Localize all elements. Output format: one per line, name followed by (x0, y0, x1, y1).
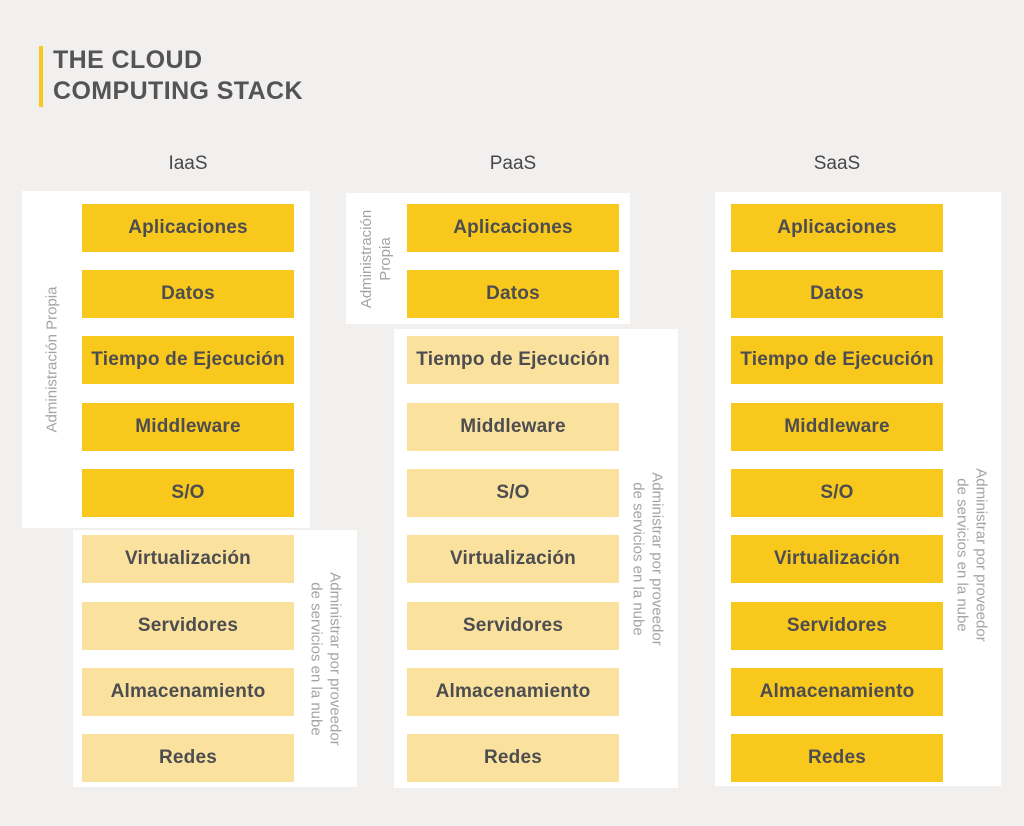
iaas-layer-so: S/O (82, 469, 294, 517)
paas-provider-managed-label: Administrar por proveedor de servicios e… (618, 329, 678, 788)
paas-provider-managed-label-text: Administrar por proveedor de servicios e… (630, 471, 667, 646)
page-title: THE CLOUD COMPUTING STACK (53, 45, 303, 107)
column-header-paas: PaaS (489, 153, 537, 174)
paas-layer-so: S/O (407, 469, 619, 517)
iaas-provider-managed-label-text: Administrar por proveedor de servicios e… (307, 571, 344, 746)
saas-layer-so: S/O (731, 469, 943, 517)
paas-layer-almacenamiento: Almacenamiento (407, 668, 619, 716)
iaas-layer-servidores: Servidores (82, 602, 294, 650)
saas-layer-middleware: Middleware (731, 403, 943, 451)
iaas-layer-middleware: Middleware (82, 403, 294, 451)
iaas-own-management-label: Administración Propia (22, 191, 82, 528)
iaas-own-management-label-text: Administración Propia (43, 286, 61, 433)
paas-layer-middleware: Middleware (407, 403, 619, 451)
saas-layer-servidores: Servidores (731, 602, 943, 650)
saas-layer-datos: Datos (731, 270, 943, 318)
paas-own-management-label: Administración Propia (346, 193, 407, 324)
paas-layer-virtualizacion: Virtualización (407, 535, 619, 583)
iaas-layer-aplicaciones: Aplicaciones (82, 204, 294, 252)
saas-layer-virtualizacion: Virtualización (731, 535, 943, 583)
saas-layer-tiempo: Tiempo de Ejecución (731, 336, 943, 384)
page-title-line-2: COMPUTING STACK (53, 77, 303, 105)
iaas-layer-virtualizacion: Virtualización (82, 535, 294, 583)
page-title-line-1: THE CLOUD (53, 46, 203, 74)
saas-provider-managed-label-text: Administrar por proveedor de servicios e… (953, 468, 990, 642)
paas-layer-datos: Datos (407, 270, 619, 318)
iaas-layer-datos: Datos (82, 270, 294, 318)
paas-layer-aplicaciones: Aplicaciones (407, 204, 619, 252)
column-header-saas: SaaS (813, 153, 861, 174)
saas-layer-redes: Redes (731, 734, 943, 782)
iaas-layer-tiempo: Tiempo de Ejecución (82, 336, 294, 384)
paas-own-management-label-text: Administración Propia (358, 209, 395, 308)
paas-layer-redes: Redes (407, 734, 619, 782)
iaas-layer-almacenamiento: Almacenamiento (82, 668, 294, 716)
title-accent-bar (39, 46, 43, 107)
iaas-provider-managed-label: Administrar por proveedor de servicios e… (294, 530, 357, 787)
paas-layer-servidores: Servidores (407, 602, 619, 650)
paas-layer-tiempo: Tiempo de Ejecución (407, 336, 619, 384)
saas-layer-almacenamiento: Almacenamiento (731, 668, 943, 716)
column-header-iaas: IaaS (168, 153, 208, 174)
saas-layer-aplicaciones: Aplicaciones (731, 204, 943, 252)
saas-provider-managed-label: Administrar por proveedor de servicios e… (942, 330, 1001, 780)
iaas-layer-redes: Redes (82, 734, 294, 782)
